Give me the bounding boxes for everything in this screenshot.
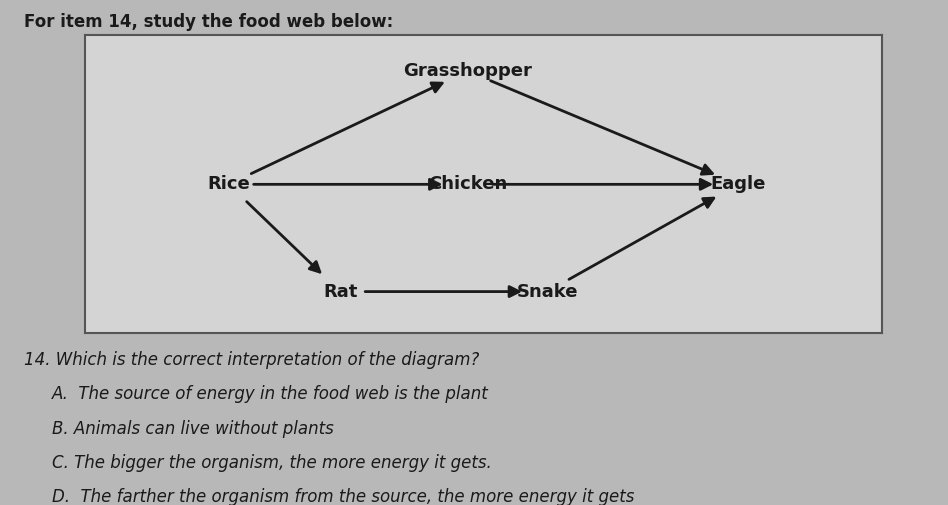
Text: D.  The farther the organism from the source, the more energy it gets: D. The farther the organism from the sou… (52, 488, 634, 505)
Text: For item 14, study the food web below:: For item 14, study the food web below: (24, 13, 393, 31)
Text: 14. Which is the correct interpretation of the diagram?: 14. Which is the correct interpretation … (24, 351, 479, 369)
Text: Rice: Rice (208, 175, 250, 193)
Text: Eagle: Eagle (711, 175, 766, 193)
Text: C. The bigger the organism, the more energy it gets.: C. The bigger the organism, the more ene… (52, 454, 492, 472)
Text: Chicken: Chicken (428, 175, 507, 193)
Text: B. Animals can live without plants: B. Animals can live without plants (52, 420, 334, 438)
Text: Snake: Snake (517, 283, 578, 300)
Text: Rat: Rat (323, 283, 357, 300)
Text: A.  The source of energy in the food web is the plant: A. The source of energy in the food web … (52, 385, 489, 403)
Text: Grasshopper: Grasshopper (403, 62, 532, 80)
